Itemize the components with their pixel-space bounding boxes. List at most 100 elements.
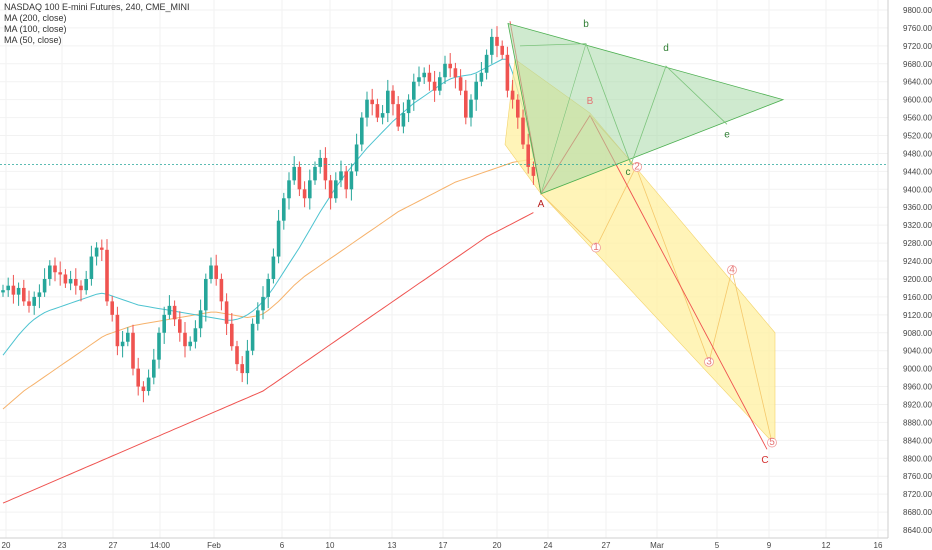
candle-body: [126, 332, 130, 342]
current-price-line: 9455.00: [0, 158, 932, 171]
price-tick-label: 9760.00: [903, 24, 932, 33]
candle-body: [115, 314, 120, 347]
candle-body: [474, 81, 478, 100]
candle-body: [37, 292, 42, 297]
price-tick-label: 8720.00: [903, 490, 932, 499]
candle-body: [214, 265, 218, 279]
price-tick-label: 9200.00: [903, 275, 932, 284]
candle-body: [464, 90, 468, 118]
time-tick-label: 16: [874, 541, 883, 550]
candle-body: [172, 305, 177, 320]
candle-body: [84, 278, 88, 291]
time-tick-label: 20: [2, 541, 11, 550]
candle-body: [443, 63, 447, 78]
triangle-wave-label-d: d: [663, 43, 669, 54]
candle-body: [323, 157, 328, 181]
candle-body: [516, 99, 520, 118]
candle-body: [406, 99, 411, 114]
price-tick-label: 9520.00: [903, 132, 932, 141]
candle-body: [490, 36, 494, 55]
abc-wave-label-B: B: [587, 96, 594, 107]
candle-body: [365, 99, 369, 118]
candle-body: [48, 265, 52, 279]
candle-body: [510, 90, 515, 100]
price-tick-label: 9560.00: [903, 114, 932, 123]
candle-body: [79, 285, 83, 291]
time-tick-label: 10: [326, 541, 335, 550]
time-tick-label: 13: [388, 541, 397, 550]
time-tick-label: Mar: [650, 541, 664, 550]
price-tick-label: 9480.00: [903, 149, 932, 158]
price-tick-label: 9680.00: [903, 60, 932, 69]
time-tick-label: 5: [715, 541, 720, 550]
triangle-pattern: [507, 22, 785, 195]
candle-body: [89, 256, 94, 279]
price-axis[interactable]: 9800.00 9760.00 9720.00 9680.00 9640.00 9600.…: [887, 0, 932, 550]
price-tick-label: 9640.00: [903, 78, 932, 87]
candle-body: [339, 171, 343, 181]
candle-body: [219, 278, 224, 302]
price-tick-label: 9240.00: [903, 257, 932, 266]
candle-body: [261, 296, 265, 311]
ma100-line: [2, 158, 534, 410]
abc-wave-label-C: C: [761, 455, 768, 466]
price-tick-label: 9080.00: [903, 329, 932, 338]
time-tick-label: 20: [493, 541, 502, 550]
price-tick-label: 8760.00: [903, 472, 932, 481]
candle-body: [448, 63, 452, 69]
candle-body: [422, 72, 426, 78]
triangle-shape: [507, 22, 785, 195]
candle-body: [334, 180, 338, 199]
price-tick-label: 9800.00: [903, 6, 932, 15]
candle-body: [271, 256, 276, 279]
price-tick-label: 9440.00: [903, 167, 932, 176]
candle-body: [27, 301, 31, 306]
candle-body: [245, 350, 250, 374]
candle-body: [204, 278, 208, 311]
candle-body: [68, 278, 73, 284]
candle-body: [412, 81, 416, 100]
channel-wave-circle-1: [591, 242, 601, 253]
candle-body: [141, 386, 146, 392]
price-tick-label: 8960.00: [903, 383, 932, 392]
candle-body: [74, 278, 78, 286]
candle-body: [313, 166, 317, 181]
candle-body: [344, 171, 348, 190]
price-tick-label: 8800.00: [903, 454, 932, 463]
price-tick-label: 9600.00: [903, 96, 932, 105]
candle-body: [479, 72, 484, 82]
time-tick-label: 27: [602, 541, 611, 550]
wave-annotations: b c d e A B C 1 2 3 4 5: [538, 19, 777, 466]
channel-wave-label-1: 1: [593, 242, 599, 253]
time-tick-label: 9: [767, 541, 772, 550]
candle-body: [526, 144, 530, 167]
price-tick-label: 8920.00: [903, 400, 932, 409]
candle-body: [209, 265, 213, 279]
channel-wave-label-4: 4: [729, 265, 735, 276]
candle-body: [318, 157, 322, 167]
candle-body: [188, 341, 192, 347]
candle-body: [32, 296, 36, 306]
time-axis[interactable]: 20 23 27 14:00 Feb 6 10 13 17 20 24 27 Mar 5 9 12 16: [0, 537, 888, 550]
candle-body: [495, 36, 499, 46]
candle-body: [198, 310, 203, 329]
candle-body: [162, 314, 166, 333]
price-tick-label: 9160.00: [903, 293, 932, 302]
candle-body: [250, 323, 255, 351]
candle-body: [458, 77, 463, 91]
candle-body: [22, 287, 26, 302]
candle-body: [297, 166, 302, 190]
price-tick-label: 8880.00: [903, 418, 932, 427]
candle-body: [178, 319, 182, 333]
candle-body: [6, 285, 10, 291]
candle-body: [354, 144, 359, 172]
candle-body: [94, 247, 99, 257]
price-tick-label: 9040.00: [903, 347, 932, 356]
candle-body: [484, 54, 489, 73]
time-tick-label: 27: [109, 541, 118, 550]
price-tick-label: 9000.00: [903, 365, 932, 374]
ma200-line: [2, 212, 534, 504]
candle-body: [266, 278, 270, 297]
candle-body: [453, 68, 458, 78]
